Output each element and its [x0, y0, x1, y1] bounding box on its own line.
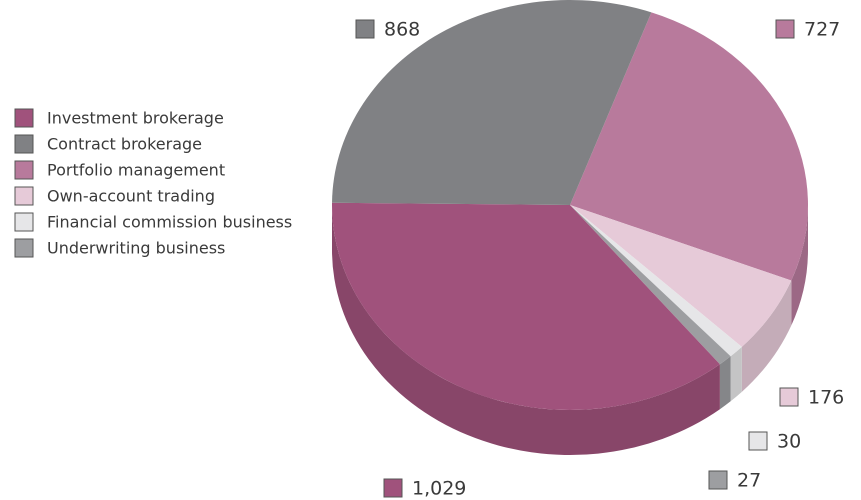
- value-label: 727: [804, 19, 840, 41]
- slice: [570, 205, 742, 357]
- legend-swatch: [14, 108, 34, 128]
- value-label: 30: [777, 431, 801, 453]
- value-swatch: [779, 387, 799, 407]
- legend-label: Contract brokerage: [47, 135, 202, 154]
- legend-label: Portfolio management: [47, 161, 225, 180]
- legend-label: Investment brokerage: [47, 109, 224, 128]
- value-swatch: [355, 19, 375, 39]
- legend-swatch: [14, 134, 34, 154]
- value-swatch: [708, 470, 728, 490]
- slice-side: [791, 205, 808, 326]
- legend-swatch: [14, 212, 34, 232]
- value-label: 868: [384, 19, 420, 41]
- value-label: 27: [737, 470, 761, 492]
- legend-swatch: [14, 160, 34, 180]
- value-swatch: [775, 19, 795, 39]
- slice: [332, 202, 720, 410]
- legend-swatch: [14, 186, 34, 206]
- slice: [570, 205, 731, 365]
- legend-swatch: [14, 238, 34, 258]
- value-label: 176: [808, 387, 844, 409]
- slice-side: [719, 356, 731, 410]
- value-swatch: [383, 478, 403, 498]
- slice: [332, 0, 652, 205]
- slice: [570, 12, 808, 281]
- legend-label: Own-account trading: [47, 187, 215, 206]
- value-swatch: [748, 431, 768, 451]
- legend-label: Financial commission business: [47, 213, 292, 232]
- slice-side: [730, 346, 742, 402]
- slice: [570, 205, 792, 347]
- legend-label: Underwriting business: [47, 239, 225, 258]
- slice-side: [741, 280, 792, 392]
- slice-side: [332, 205, 720, 455]
- value-label: 1,029: [412, 478, 466, 500]
